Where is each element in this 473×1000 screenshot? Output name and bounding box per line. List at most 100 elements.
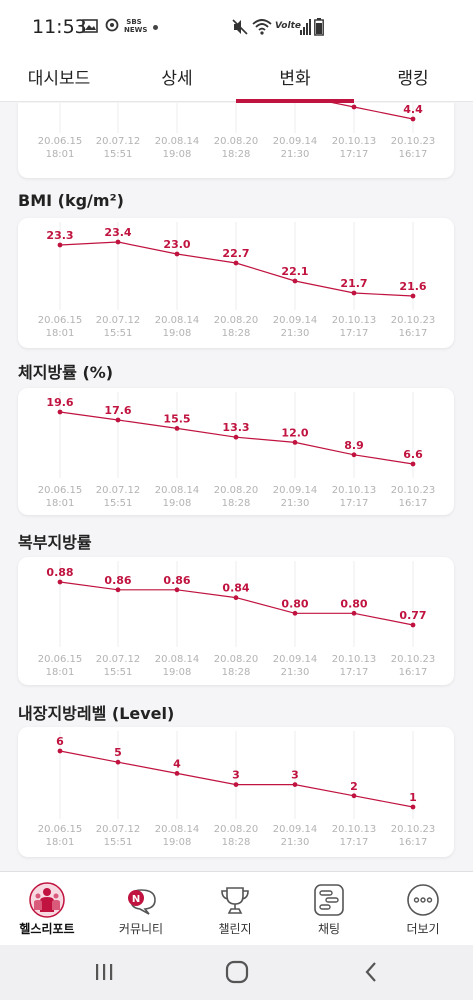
active-tab-indicator bbox=[236, 99, 354, 103]
x-tick-date: 20.10.13 bbox=[332, 824, 377, 835]
tab-ranking[interactable]: 랭킹 bbox=[397, 69, 429, 89]
x-tick-date: 20.07.12 bbox=[96, 824, 141, 835]
x-tick-date: 20.06.15 bbox=[38, 485, 83, 496]
x-tick-time: 18:01 bbox=[46, 837, 75, 848]
x-tick-time: 19:08 bbox=[163, 667, 192, 678]
data-label: 0.77 bbox=[399, 609, 426, 622]
x-tick-date: 20.06.15 bbox=[38, 136, 83, 147]
chart-title: 복부지방률 bbox=[18, 533, 92, 552]
x-tick-time: 19:08 bbox=[163, 837, 192, 848]
x-tick-time: 15:51 bbox=[104, 149, 133, 160]
x-tick-time: 21:30 bbox=[281, 667, 310, 678]
x-tick-time: 17:17 bbox=[340, 328, 369, 339]
x-tick-date: 20.08.14 bbox=[155, 136, 200, 147]
data-point bbox=[351, 793, 357, 799]
data-label: 6 bbox=[56, 735, 64, 748]
data-point bbox=[351, 452, 357, 458]
chart-svg: 6.0 4.4 20.06.15 18:01 20.07.12 15:51 20.08.14… bbox=[38, 103, 436, 160]
x-tick-date: 20.06.15 bbox=[38, 824, 83, 835]
x-tick-time: 18:01 bbox=[46, 149, 75, 160]
x-tick-time: 16:17 bbox=[399, 498, 428, 509]
back-icon[interactable] bbox=[360, 959, 382, 985]
x-tick-time: 21:30 bbox=[281, 498, 310, 509]
data-point bbox=[410, 116, 416, 122]
data-point bbox=[174, 251, 180, 257]
x-tick-date: 20.08.14 bbox=[155, 315, 200, 326]
chart-card: 0.88 0.86 0.86 0.84 0.80 0.80 0.77 20.06.15 18:0… bbox=[18, 557, 454, 685]
data-label: 0.86 bbox=[104, 574, 131, 587]
data-label: 0.86 bbox=[163, 574, 190, 587]
x-tick-date: 20.07.12 bbox=[96, 485, 141, 496]
x-tick-time: 17:17 bbox=[340, 667, 369, 678]
x-tick-date: 20.09.14 bbox=[273, 136, 318, 147]
nav-label: 더보기 bbox=[406, 922, 440, 936]
data-point bbox=[410, 461, 416, 467]
x-tick-time: 18:28 bbox=[222, 328, 251, 339]
community-badge: N bbox=[132, 894, 140, 905]
tab-dashboard[interactable]: 대시보드 bbox=[27, 69, 91, 89]
data-point bbox=[233, 782, 239, 787]
x-tick-time: 19:08 bbox=[163, 328, 192, 339]
nav-community[interactable]: N 커뮤니티 bbox=[94, 872, 188, 946]
chart-card: 6 5 4 3 3 2 1 20.06.15 18:01 20.07.12 15:51 20.08.1… bbox=[18, 727, 454, 857]
x-tick-date: 20.08.20 bbox=[214, 315, 259, 326]
x-tick-time: 16:17 bbox=[399, 667, 428, 678]
data-label: 4 bbox=[173, 757, 181, 770]
data-label: 0.84 bbox=[222, 582, 249, 595]
nav-challenge[interactable]: 챌린지 bbox=[188, 872, 282, 946]
x-tick-time: 19:08 bbox=[163, 149, 192, 160]
image-icon bbox=[82, 19, 98, 33]
tab-detail[interactable]: 상세 bbox=[161, 69, 193, 89]
data-label: 6.0 bbox=[344, 103, 364, 104]
chart-title: 체지방률 (%) bbox=[18, 363, 114, 382]
x-tick-date: 20.07.12 bbox=[96, 136, 141, 147]
x-tick-date: 20.10.23 bbox=[391, 136, 436, 147]
data-label: 0.88 bbox=[46, 566, 73, 579]
volte-icon: Volte bbox=[275, 21, 301, 31]
x-tick-time: 18:01 bbox=[46, 498, 75, 509]
x-tick-time: 21:30 bbox=[281, 837, 310, 848]
data-label: 21.7 bbox=[340, 277, 367, 290]
location-pin-icon bbox=[105, 18, 119, 32]
x-tick-date: 20.10.23 bbox=[391, 824, 436, 835]
data-label: 2 bbox=[350, 780, 358, 793]
data-label: 23.3 bbox=[46, 229, 73, 242]
nav-label: 채팅 bbox=[317, 922, 341, 936]
nav-health-report[interactable]: 헬스리포트 bbox=[0, 872, 94, 946]
data-point bbox=[410, 622, 416, 628]
x-tick-time: 15:51 bbox=[104, 837, 133, 848]
mute-icon bbox=[232, 19, 248, 35]
data-label: 6.6 bbox=[403, 448, 423, 461]
chart-svg: 23.3 23.4 23.0 22.7 22.1 21.7 21.6 20.06.15 18:0… bbox=[38, 222, 435, 339]
nav-label: 헬스리포트 bbox=[19, 922, 75, 936]
data-label: 19.6 bbox=[46, 396, 73, 409]
bottom-navigation: 헬스리포트 N 커뮤니티 챌린지 채팅 bbox=[0, 871, 473, 945]
x-tick-date: 20.06.15 bbox=[38, 315, 83, 326]
home-icon[interactable] bbox=[224, 959, 250, 985]
data-point bbox=[57, 579, 63, 585]
dot-icon bbox=[153, 25, 158, 30]
x-tick-date: 20.09.14 bbox=[273, 485, 318, 496]
x-tick-time: 18:28 bbox=[222, 837, 251, 848]
data-label: 3 bbox=[291, 769, 299, 782]
recent-apps-icon[interactable] bbox=[92, 959, 116, 985]
data-label: 3 bbox=[232, 769, 240, 782]
community-icon: N bbox=[128, 889, 156, 915]
x-tick-time: 19:08 bbox=[163, 498, 192, 509]
x-tick-date: 20.10.13 bbox=[332, 315, 377, 326]
tab-change[interactable]: 변화 bbox=[279, 69, 311, 89]
change-content[interactable]: 6.0 4.4 20.06.15 18:01 20.07.12 15:51 20.08.14… bbox=[0, 103, 473, 871]
nav-label: 커뮤니티 bbox=[118, 922, 164, 936]
nav-chat[interactable]: 채팅 bbox=[282, 872, 376, 946]
data-point bbox=[292, 610, 298, 616]
news-text: NEWS bbox=[124, 26, 148, 34]
x-tick-date: 20.06.15 bbox=[38, 654, 83, 665]
data-point bbox=[57, 409, 63, 415]
data-point bbox=[174, 771, 180, 776]
x-tick-time: 18:28 bbox=[222, 149, 251, 160]
trophy-icon bbox=[221, 887, 249, 914]
chart-card: 23.3 23.4 23.0 22.7 22.1 21.7 21.6 20.06.15 18:0… bbox=[18, 218, 454, 348]
data-point bbox=[233, 260, 239, 266]
nav-more[interactable]: 더보기 bbox=[376, 872, 470, 946]
data-label: 23.4 bbox=[104, 226, 131, 239]
